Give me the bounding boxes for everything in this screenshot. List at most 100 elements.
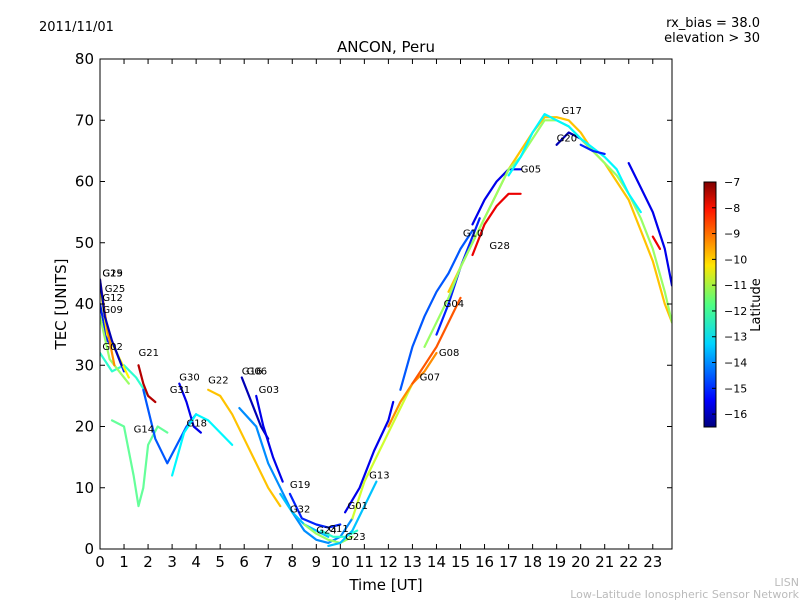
prn-label-g05: G05	[521, 164, 541, 175]
x-tick-label: 22	[619, 553, 638, 571]
y-axis: 0 10 20 30 40 50 60 70 80	[75, 50, 672, 558]
x-tick-label: 11	[355, 553, 374, 571]
prn-label-g23: G23	[345, 532, 365, 543]
colorbar-tick-label: −9	[724, 228, 740, 241]
series-track	[507, 113, 642, 214]
series-g19	[288, 492, 342, 529]
x-tick-label: 6	[239, 553, 249, 571]
prn-label-g29: G29	[102, 268, 122, 279]
x-tick-label: 3	[167, 553, 177, 571]
prn-label-g06: G06	[247, 366, 267, 377]
prn-label-g16: G16	[242, 366, 262, 377]
prn-label-g18: G18	[187, 419, 207, 430]
colorbar-tick-label: −8	[724, 202, 740, 215]
prn-label-g22: G22	[208, 376, 228, 387]
prn-label-layer: G02G12G09G25G15G29G14G21G31G30G18G22G16G…	[102, 106, 582, 543]
series-g06	[238, 407, 354, 544]
series-g08	[411, 296, 462, 385]
x-tick-label: 13	[403, 553, 422, 571]
prn-label-g11: G11	[328, 524, 348, 535]
series-g14	[110, 419, 169, 508]
prn-label-g10: G10	[463, 229, 483, 240]
x-tick-label: 4	[191, 553, 201, 571]
colorbar-ticks: −7 −8 −9 −10 −11 −12 −13 −14 −15 −16	[712, 176, 747, 421]
series-track	[651, 235, 662, 250]
colorbar-tick-label: −12	[724, 305, 747, 318]
series-g24	[303, 523, 354, 544]
colorbar-label: Latitude	[749, 278, 764, 332]
colorbar-tick-label: −10	[724, 253, 747, 266]
prn-label-g19: G19	[290, 480, 310, 491]
x-tick-label: 12	[379, 553, 398, 571]
x-tick-label: 20	[571, 553, 590, 571]
series-layer	[100, 113, 672, 547]
prn-label-g13: G13	[369, 471, 389, 482]
series-g21	[137, 364, 157, 404]
series-g03	[255, 394, 284, 483]
series-g28	[471, 192, 522, 257]
x-tick-label: 10	[331, 553, 350, 571]
elevation-label: elevation > 30	[664, 31, 760, 46]
y-tick-label: 60	[75, 173, 94, 191]
series-g17	[447, 116, 672, 324]
prn-label-g24: G24	[316, 526, 336, 537]
x-tick-label: 15	[451, 553, 470, 571]
x-tick-label: 14	[427, 553, 446, 571]
series-track	[627, 162, 672, 287]
x-axis-label: Time [UT]	[348, 576, 422, 594]
credit-network: Low-Latitude Ionospheric Sensor Network	[570, 588, 799, 600]
series-g13	[351, 382, 414, 520]
prn-label-g32: G32	[290, 504, 310, 515]
prn-label-g15: G15	[102, 268, 122, 279]
colorbar-tick-label: −14	[724, 357, 747, 370]
series-g01	[344, 400, 395, 514]
x-tick-label: 7	[263, 553, 273, 571]
colorbar-tick-label: −15	[724, 382, 747, 395]
series-g04	[399, 229, 474, 391]
x-tick-label: 17	[499, 553, 518, 571]
prn-label-g08: G08	[439, 348, 459, 359]
prn-label-g01: G01	[348, 501, 368, 512]
x-tick-label: 8	[287, 553, 297, 571]
colorbar-tick-label: −7	[724, 176, 740, 189]
colorbar-tick-label: −11	[724, 279, 747, 292]
series-g11	[320, 529, 359, 538]
y-tick-label: 20	[75, 418, 94, 436]
prn-label-g28: G28	[489, 241, 509, 252]
x-tick-label: 19	[547, 553, 566, 571]
date-label: 2011/11/01	[39, 20, 114, 35]
prn-label-g14: G14	[134, 425, 154, 436]
prn-label-g02: G02	[102, 342, 122, 353]
series-track	[423, 119, 672, 348]
x-tick-label: 1	[119, 553, 129, 571]
y-tick-label: 10	[75, 479, 94, 497]
series-g23	[327, 480, 378, 547]
prn-label-g04: G04	[444, 299, 464, 310]
x-axis: 0 1 2 3 4 5 6 7 8 9 10 11 12 13 14 15 16 17 18 19 20 21 22 23	[95, 59, 662, 571]
prn-label-g12: G12	[102, 293, 122, 304]
prn-label-g03: G03	[259, 385, 279, 396]
series-g31	[142, 388, 198, 465]
x-tick-label: 0	[95, 553, 105, 571]
y-tick-label: 80	[75, 50, 94, 68]
series-g22	[207, 388, 282, 508]
prn-label-g21: G21	[138, 348, 158, 359]
x-tick-label: 18	[523, 553, 542, 571]
y-tick-label: 40	[75, 295, 94, 313]
rx-bias-label: rx_bias = 38.0	[666, 16, 760, 31]
prn-label-g17: G17	[561, 106, 581, 117]
prn-label-g07: G07	[420, 373, 440, 384]
y-tick-label: 30	[75, 356, 94, 374]
x-tick-label: 16	[475, 553, 494, 571]
x-tick-label: 23	[643, 553, 662, 571]
x-tick-label: 2	[143, 553, 153, 571]
y-tick-label: 0	[84, 540, 94, 558]
colorbar-tick-label: −16	[724, 408, 747, 421]
chart-title: ANCON, Peru	[337, 38, 435, 56]
series-g18	[171, 413, 234, 477]
x-tick-label: 9	[312, 553, 322, 571]
colorbar-tick-label: −13	[724, 331, 747, 344]
prn-label-g31: G31	[170, 385, 190, 396]
prn-label-g20: G20	[557, 134, 577, 145]
